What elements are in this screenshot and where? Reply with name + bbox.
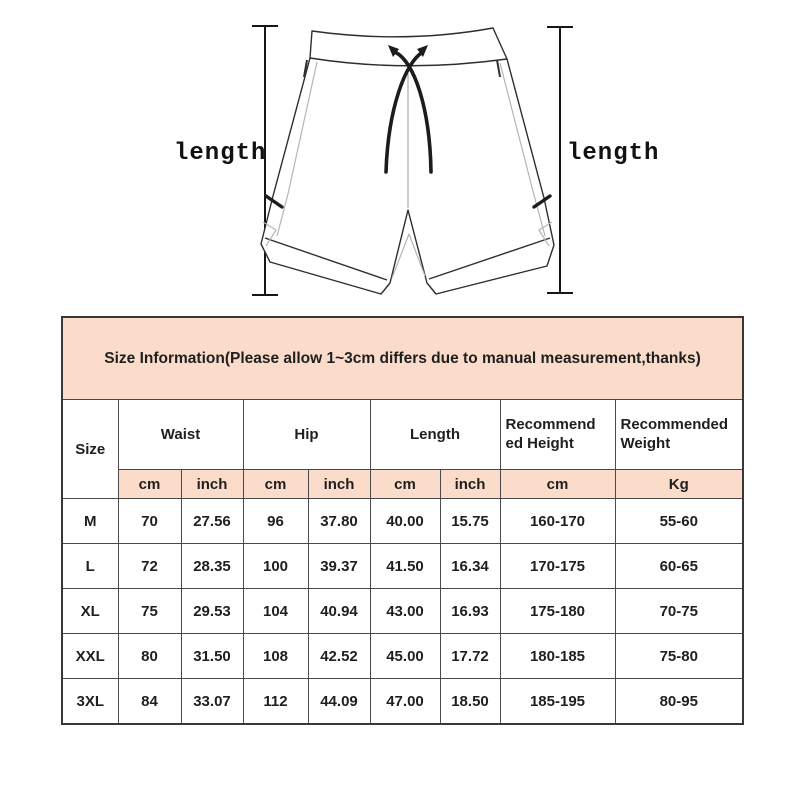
table-cell: 160-170 [499,498,616,544]
table-cell: 18.50 [439,678,501,725]
col-header-length: Length [369,399,501,470]
units-row: cm inch cm inch cm inch cm Kg [62,469,744,499]
table-cell: 37.80 [307,498,371,544]
table-caption: Size Information(Please allow 1~3cm diff… [61,316,744,400]
table-cell: 33.07 [180,678,244,725]
unit-cell: cm [117,469,182,499]
size-cell: XL [61,588,119,634]
table-cell: 84 [117,678,182,725]
unit-cell: cm [369,469,441,499]
table-cell: 180-185 [499,633,616,679]
table-cell: 45.00 [369,633,441,679]
table-cell: 60-65 [614,543,744,589]
size-table: Size Information(Please allow 1~3cm diff… [61,316,745,725]
header-row: Size Waist Hip Length Recommend ed Heigh… [61,399,744,499]
col-header-hip: Hip [242,399,371,470]
table-row-l: L 72 28.35 100 39.37 41.50 16.34 170-175… [61,543,744,589]
table-cell: 104 [242,588,309,634]
caption-row: Size Information(Please allow 1~3cm diff… [61,316,744,400]
unit-cell: Kg [614,469,744,499]
table-cell: 40.94 [307,588,371,634]
table-cell: 80-95 [614,678,744,725]
table-cell: 41.50 [369,543,441,589]
table-row-xxl: XXL 80 31.50 108 42.52 45.00 17.72 180-1… [61,633,744,679]
table-cell: 108 [242,633,309,679]
unit-cell: inch [307,469,371,499]
table-cell: 43.00 [369,588,441,634]
drawstring-tips [388,45,428,57]
table-cell: 72 [117,543,182,589]
table-cell: 31.50 [180,633,244,679]
size-cell: L [61,543,119,589]
drawstring [384,50,433,174]
unit-cell: cm [242,469,309,499]
col-header-rec-weight: Recommended Weight [614,399,744,470]
table-cell: 28.35 [180,543,244,589]
table-cell: 29.53 [180,588,244,634]
size-cell: XXL [61,633,119,679]
hem-notch-ticks [264,194,552,209]
table-cell: 185-195 [499,678,616,725]
size-cell: 3XL [61,678,119,725]
shorts-liner-lines [262,61,553,279]
length-label-left: length [174,140,267,167]
table-row-3xl: 3XL 84 33.07 112 44.09 47.00 18.50 185-1… [61,678,744,725]
table-cell: 27.56 [180,498,244,544]
length-dimension-line-right [547,26,573,294]
size-cell: M [61,498,119,544]
table-cell: 47.00 [369,678,441,725]
table-cell: 15.75 [439,498,501,544]
table-cell: 16.34 [439,543,501,589]
table-cell: 44.09 [307,678,371,725]
table-cell: 100 [242,543,309,589]
table-cell: 42.52 [307,633,371,679]
table-cell: 175-180 [499,588,616,634]
col-header-rec-height: Recommend ed Height [499,399,616,470]
table-cell: 17.72 [439,633,501,679]
table-cell: 70 [117,498,182,544]
table-cell: 40.00 [369,498,441,544]
table-cell: 170-175 [499,543,616,589]
unit-cell: inch [439,469,501,499]
table-cell: 70-75 [614,588,744,634]
table-row-xl: XL 75 29.53 104 40.94 43.00 16.93 175-18… [61,588,744,634]
table-cell: 55-60 [614,498,744,544]
length-label-right: length [567,140,660,167]
col-header-waist: Waist [117,399,244,470]
table-row-m: M 70 27.56 96 37.80 40.00 15.75 160-170 … [61,498,744,544]
table-cell: 96 [242,498,309,544]
unit-cell: inch [180,469,244,499]
unit-cell: cm [499,469,616,499]
table-cell: 75 [117,588,182,634]
col-header-size: Size [61,399,119,499]
table-cell: 39.37 [307,543,371,589]
shorts-diagram [252,25,573,296]
table-cell: 112 [242,678,309,725]
table-cell: 16.93 [439,588,501,634]
table-cell: 75-80 [614,633,744,679]
table-cell: 80 [117,633,182,679]
